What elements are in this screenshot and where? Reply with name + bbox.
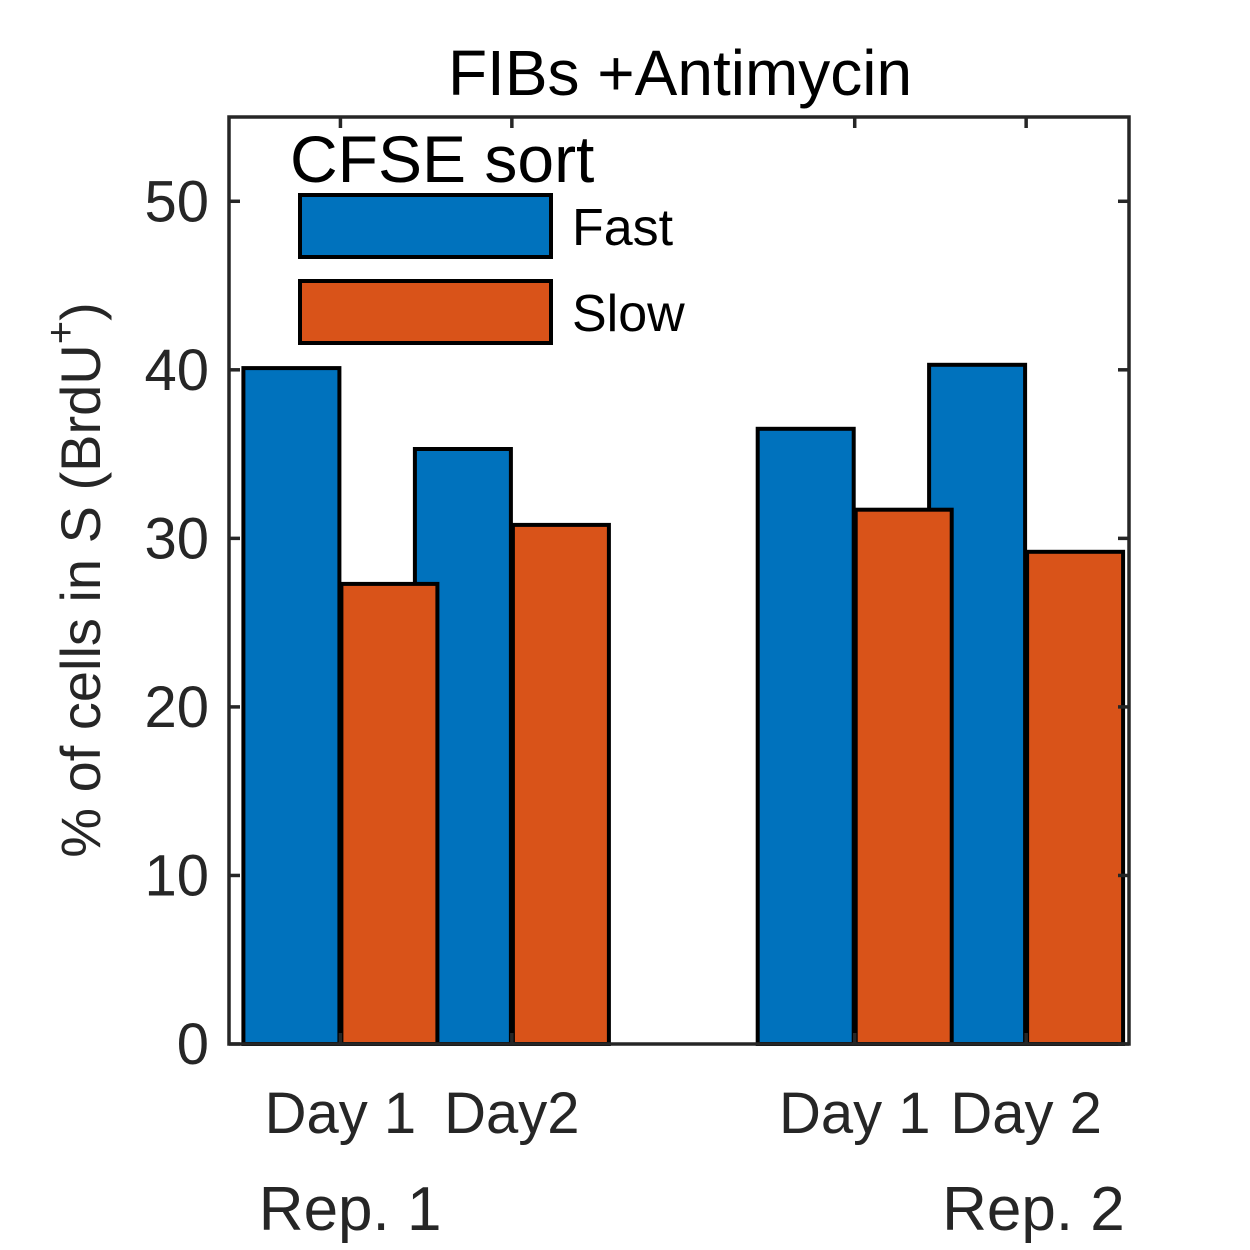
- bars-layer: [241, 362, 1126, 1047]
- bar-slow-4: [1025, 549, 1126, 1046]
- bar-fast-1: [241, 366, 342, 1047]
- y-tick-label: 50: [144, 169, 209, 234]
- x-category-label: Day 1: [265, 1081, 417, 1146]
- group-label: Rep. 1: [259, 1175, 442, 1244]
- x-category-label: Day 2: [950, 1081, 1102, 1146]
- svg-text:% of cells in S (BrdU+): % of cells in S (BrdU+): [39, 302, 112, 858]
- y-tick-label: 0: [177, 1012, 209, 1077]
- bar-slow-1: [339, 581, 440, 1047]
- legend: CFSE sort Fast Slow: [290, 122, 685, 345]
- y-tick-label: 10: [144, 843, 209, 908]
- legend-label-fast: Fast: [572, 199, 674, 257]
- y-axis-label: % of cells in S (BrdU+): [39, 302, 112, 858]
- labels-layer: 0 10 20 30 40 50 Day 1 Day2 Day 1 Day 2 Rep. 1 Rep.…: [144, 169, 1124, 1244]
- legend-swatch-slow: [298, 279, 553, 345]
- legend-swatch-fast: [298, 193, 553, 259]
- y-tick-label: 30: [144, 506, 209, 571]
- legend-label-slow: Slow: [572, 285, 685, 343]
- y-axis-label-superscript: +: [39, 321, 83, 344]
- bar-slow-2: [510, 522, 611, 1046]
- ticks-layer: [229, 117, 1129, 1046]
- group-label: Rep. 2: [942, 1175, 1125, 1244]
- chart-title: FIBs +Antimycin: [448, 37, 912, 109]
- y-tick-label: 20: [144, 675, 209, 740]
- bar-fast-3: [755, 426, 856, 1046]
- y-axis-label-close: ): [49, 302, 112, 321]
- y-axis-label-text: % of cells in S (BrdU: [49, 344, 112, 858]
- bar-slow-3: [853, 507, 954, 1046]
- y-tick-label: 40: [144, 338, 209, 403]
- legend-title: CFSE sort: [290, 122, 594, 196]
- x-category-label: Day 1: [779, 1081, 931, 1146]
- x-category-label: Day2: [444, 1081, 579, 1146]
- plot-area-frame: [227, 115, 1131, 1046]
